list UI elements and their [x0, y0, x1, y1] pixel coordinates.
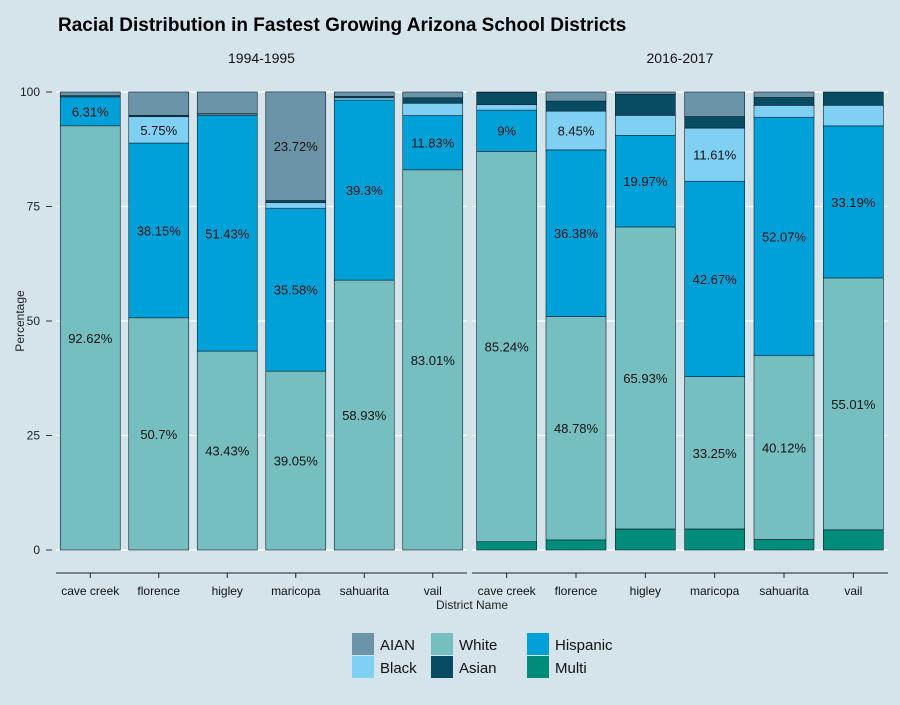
data-label: 6.31% — [72, 104, 109, 119]
data-label: 40.12% — [762, 441, 807, 456]
legend-label: White — [459, 637, 497, 654]
data-label: 50.7% — [140, 427, 177, 442]
x-tick-label: vail — [424, 584, 442, 598]
data-label: 19.97% — [623, 174, 668, 189]
data-label: 65.93% — [623, 371, 668, 386]
data-label: 42.67% — [693, 272, 738, 287]
bar-segment-aian — [754, 92, 814, 97]
y-tick-label: 25 — [27, 429, 41, 443]
data-label: 83.01% — [411, 353, 456, 368]
data-label: 36.38% — [554, 226, 599, 241]
bar-segment-black — [403, 103, 463, 115]
bar-segment-asian — [615, 94, 675, 115]
legend-swatch-black — [352, 656, 374, 678]
y-tick-label: 100 — [20, 85, 40, 99]
bar-segment-aian — [685, 92, 745, 117]
bar-segment-multi — [685, 529, 745, 550]
data-label: 33.25% — [693, 446, 738, 461]
legend-label: Multi — [555, 660, 587, 677]
data-label: 43.43% — [205, 444, 250, 459]
data-label: 38.15% — [137, 223, 182, 238]
bar-segment-aian — [546, 92, 606, 101]
data-label: 52.07% — [762, 229, 807, 244]
x-tick-label: sahuarita — [340, 584, 390, 598]
facet-label: 2016-2017 — [647, 50, 714, 66]
data-label: 39.05% — [274, 454, 319, 469]
x-tick-label: higley — [630, 584, 661, 598]
bar-segment-multi — [754, 539, 814, 550]
bar-segment-asian — [685, 117, 745, 128]
bar-segment-asian — [266, 201, 326, 203]
facet-label: 1994-1995 — [228, 50, 295, 66]
bar-segment-aian — [129, 92, 189, 115]
legend-label: Asian — [459, 660, 497, 677]
chart-title: Racial Distribution in Fastest Growing A… — [58, 15, 626, 36]
legend-swatch-multi — [527, 656, 549, 678]
bar-segment-asian — [754, 97, 814, 105]
legend-swatch-white — [431, 633, 453, 655]
bar-segment-aian — [615, 92, 675, 94]
legend-swatch-asian — [431, 656, 453, 678]
x-tick-label: maricopa — [271, 584, 321, 598]
y-tick-label: 75 — [27, 200, 41, 214]
bar-segment-black — [477, 105, 537, 110]
bar-segment-aian — [403, 92, 463, 98]
bar-segment-asian — [477, 92, 537, 104]
bar-segment-aian — [197, 92, 257, 114]
legend-label: AIAN — [380, 637, 415, 654]
bar-segment-asian — [546, 101, 606, 111]
x-tick-label: florence — [555, 584, 598, 598]
bar-segment-black — [754, 105, 814, 117]
data-label: 85.24% — [485, 340, 530, 355]
bar-segment-asian — [403, 98, 463, 103]
bar-segment-aian — [334, 92, 394, 96]
data-label: 35.58% — [274, 283, 319, 298]
data-label: 5.75% — [140, 123, 177, 138]
bar-segment-black — [266, 203, 326, 208]
bar-segment-black — [615, 115, 675, 135]
x-tick-label: cave creek — [478, 584, 537, 598]
data-label: 9% — [497, 124, 516, 139]
bar-segment-multi — [477, 542, 537, 550]
legend-label: Hispanic — [555, 637, 613, 654]
y-axis-label: Percentage — [13, 290, 27, 352]
legend-label: Black — [380, 660, 417, 677]
data-label: 39.3% — [346, 183, 383, 198]
x-tick-label: vail — [844, 584, 862, 598]
x-tick-label: florence — [137, 584, 180, 598]
data-label: 33.19% — [831, 195, 876, 210]
x-tick-label: maricopa — [690, 584, 740, 598]
bar-segment-multi — [615, 529, 675, 550]
data-label: 23.72% — [274, 139, 319, 154]
data-label: 55.01% — [831, 397, 876, 412]
data-label: 48.78% — [554, 421, 599, 436]
bar-segment-black — [334, 98, 394, 100]
y-tick-label: 50 — [27, 314, 41, 328]
legend-swatch-aian — [352, 633, 374, 655]
legend-swatch-hispanic — [527, 633, 549, 655]
data-label: 58.93% — [342, 408, 387, 423]
data-label: 11.61% — [693, 148, 737, 163]
data-label: 92.62% — [68, 331, 113, 346]
bar-segment-multi — [823, 530, 883, 550]
bar-segment-asian — [823, 92, 883, 105]
data-label: 8.45% — [558, 124, 595, 139]
x-tick-label: higley — [212, 584, 243, 598]
x-axis-label: District Name — [436, 598, 508, 612]
bar-segment-black — [823, 105, 883, 126]
x-tick-label: sahuarita — [759, 584, 809, 598]
data-label: 51.43% — [205, 226, 250, 241]
data-label: 11.83% — [411, 136, 455, 151]
bar-segment-multi — [546, 540, 606, 550]
bar-segment-aian — [60, 92, 120, 96]
x-tick-label: cave creek — [61, 584, 120, 598]
y-tick-label: 0 — [33, 543, 40, 557]
